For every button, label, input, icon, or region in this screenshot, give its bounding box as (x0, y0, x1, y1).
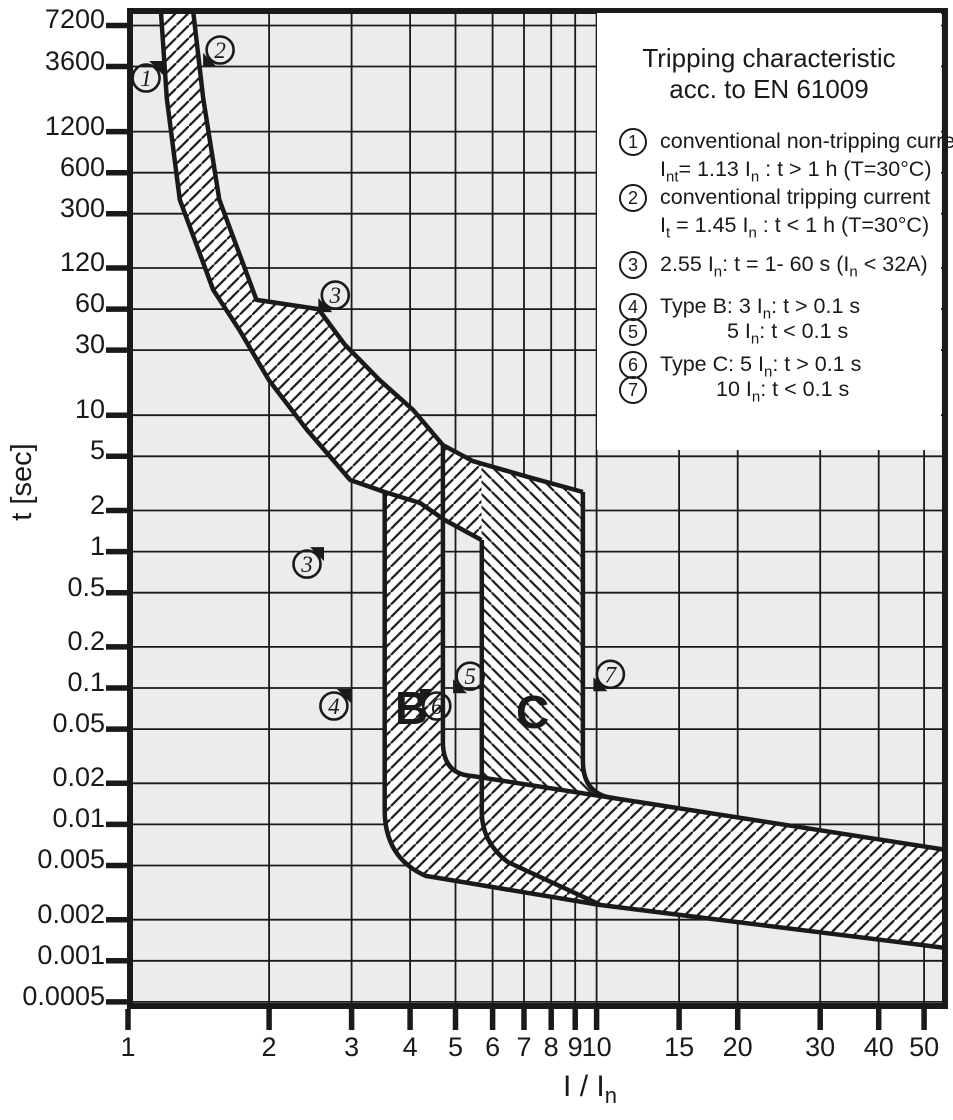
curve-type-label-C: C (516, 686, 549, 738)
legend-title-line2: acc. to EN 61009 (669, 74, 869, 104)
B-right-and-top (440, 445, 948, 853)
marker-circle-5 (455, 661, 485, 692)
y-tick-label: 0.05 (52, 708, 105, 739)
x-tick-label: 10 (581, 1032, 612, 1062)
C-right (580, 492, 613, 801)
band-hatch-C-band (481, 464, 613, 798)
band-hatch-thermal-B-and-bottom-band (160, 9, 947, 949)
legend-item-number-3: 3 (619, 251, 647, 279)
x-axis-title-sub: n (604, 1083, 617, 1108)
x-tick-label: 15 (664, 1032, 695, 1062)
x-tick-label: 2 (261, 1032, 277, 1062)
legend-title-line1: Tripping characteristic (642, 43, 896, 73)
x-tick-label: 30 (805, 1032, 836, 1062)
curve-tripping (190, 9, 584, 495)
marker-number-4: 4 (328, 694, 340, 719)
C-left (479, 540, 601, 907)
curve-non-tripping (158, 9, 483, 542)
legend-item-text: Type C: 5 In: t > 0.1 s (660, 352, 862, 381)
marker-number-7: 7 (605, 662, 618, 687)
legend-item-number-7: 7 (619, 376, 647, 404)
legend-item-number-1: 1 (619, 128, 647, 156)
marker-number-5: 5 (464, 664, 476, 689)
marker-number-3: 3 (329, 283, 342, 308)
legend-item-text: Type B: 3 In: t > 0.1 s (660, 294, 861, 323)
legend-item-text: 5 In: t < 0.1 s (727, 319, 849, 348)
marker-number-6: 6 (431, 694, 443, 719)
marker-number-2: 2 (214, 38, 226, 63)
y-tick-label: 5 (89, 435, 105, 466)
marker-circle-7 (595, 659, 626, 690)
marker-circle-2 (205, 35, 235, 65)
y-tick-label: 0.2 (67, 625, 105, 656)
y-tick-label: 300 (59, 192, 105, 223)
marker-number-3: 3 (300, 552, 313, 577)
legend-item-number-5: 5 (619, 318, 647, 346)
y-tick-label: 2 (89, 489, 105, 520)
y-tick-label: 1 (89, 530, 105, 561)
marker-circle-4 (319, 691, 349, 721)
x-tick-label: 9 (567, 1032, 583, 1062)
marker-circle-6 (421, 691, 452, 721)
legend-item-number-2: 2 (619, 184, 647, 212)
y-tick-label: 0.002 (37, 898, 105, 929)
x-tick-label: 4 (402, 1032, 418, 1062)
y-tick-label: 10 (74, 394, 105, 425)
x-tick-label: 1 (120, 1032, 136, 1062)
legend-item-number-6: 6 (619, 351, 647, 379)
legend-box: Tripping characteristic acc. to EN 61009… (597, 13, 953, 450)
x-tick-label: 3 (344, 1032, 360, 1062)
marker-circle-3 (292, 549, 322, 579)
x-tick-label: 20 (722, 1032, 753, 1062)
y-tick-label: 3600 (44, 45, 105, 76)
y-tick-label: 600 (59, 151, 105, 182)
y-tick-label: 120 (59, 246, 105, 277)
marker-circle-3 (320, 280, 351, 310)
curve-type-label-B: B (395, 682, 428, 734)
legend-item-text: 2.55 In: t = 1- 60 s (In < 32A) (660, 252, 928, 281)
x-axis-title: I / In (500, 1070, 680, 1109)
y-tick-label: 0.005 (37, 844, 105, 875)
y-tick-label: 0.02 (52, 762, 105, 793)
x-tick-label: 8 (543, 1032, 559, 1062)
legend-item-text: conventional non-tripping current Int= 1.… (660, 129, 953, 186)
y-tick-label: 0.01 (52, 803, 105, 834)
y-tick-label: 30 (74, 329, 105, 360)
y-tick-label: 1200 (44, 110, 105, 141)
y-tick-label: 0.001 (37, 939, 105, 970)
x-tick-label: 5 (448, 1032, 464, 1062)
x-tick-label: 50 (909, 1032, 940, 1062)
B-left-and-bottom (382, 492, 948, 951)
x-tick-label: 7 (516, 1032, 532, 1062)
y-axis-title: t [sec] (6, 443, 38, 521)
x-axis-title-main: I / I (563, 1070, 605, 1103)
legend-item-text: conventional tripping current It = 1.45 I… (660, 185, 931, 242)
legend-title: Tripping characteristic acc. to EN 61009 (597, 43, 941, 105)
plot-border (127, 8, 948, 1009)
marker-number-1: 1 (140, 66, 152, 91)
legend-item-number-4: 4 (619, 293, 647, 321)
x-tick-label: 40 (863, 1032, 894, 1062)
y-tick-label: 0.0005 (22, 980, 105, 1011)
legend-item-text: 10 In: t < 0.1 s (716, 377, 850, 406)
marker-circle-1 (131, 63, 161, 93)
x-tick-label: 6 (485, 1032, 501, 1062)
y-tick-label: 0.1 (67, 667, 105, 697)
y-tick-label: 0.5 (67, 571, 105, 602)
y-tick-label: 60 (74, 288, 105, 319)
y-tick-label: 7200 (44, 4, 105, 35)
